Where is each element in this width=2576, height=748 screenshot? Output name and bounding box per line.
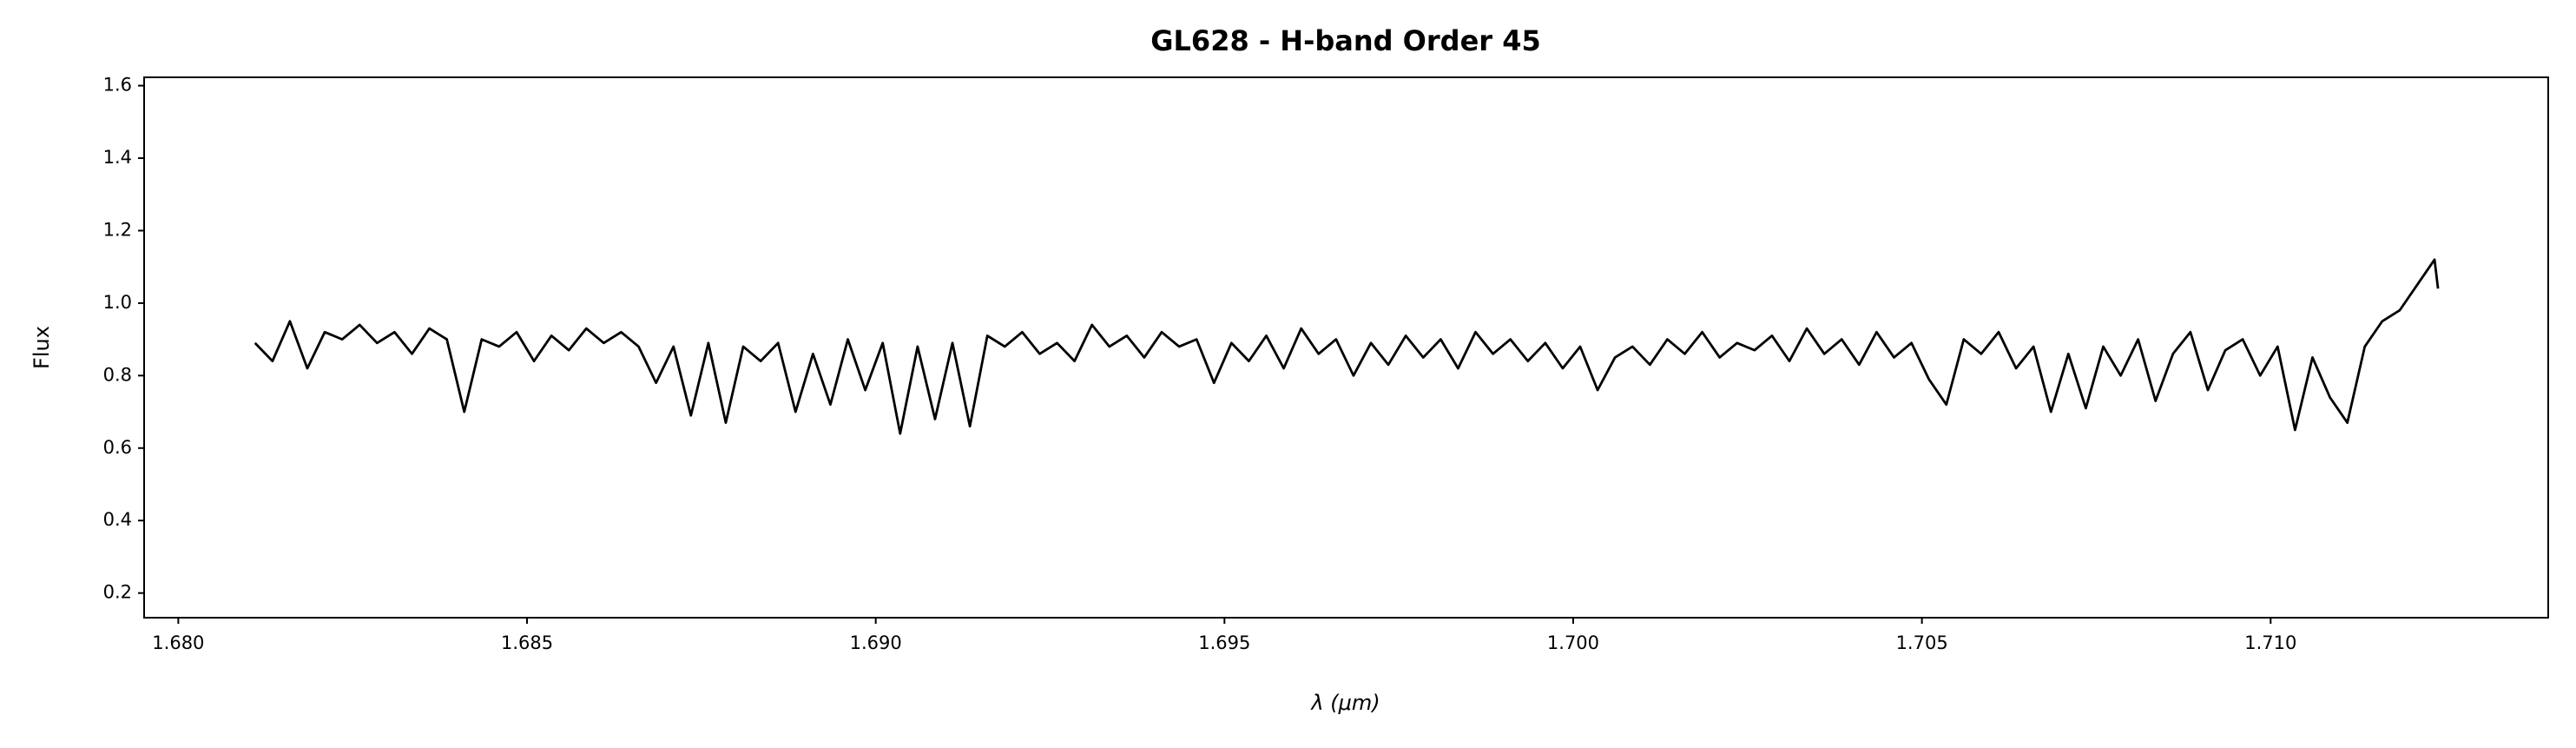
plot-frame [143,76,2549,619]
y-tick-label: 1.2 [103,219,132,240]
y-tick-label: 0.2 [103,582,132,603]
y-tick-label: 0.4 [103,509,132,530]
x-tick-label: 1.700 [1547,632,1599,653]
spectrum-line [254,258,2440,435]
y-tick-label: 1.6 [103,75,132,96]
y-tick-label: 0.8 [103,364,132,385]
chart-title: GL628 - H-band Order 45 [1150,24,1540,57]
y-tick-label: 1.0 [103,292,132,313]
x-axis-label: λ (μm) [1309,691,1380,715]
x-tick-label: 1.705 [1896,632,1948,653]
x-tick-label: 1.690 [850,632,902,653]
x-tick-label: 1.710 [2244,632,2296,653]
x-tick-label: 1.685 [501,632,553,653]
y-axis-label: Flux [30,326,54,369]
y-tick-label: 0.6 [103,437,132,458]
x-tick-label: 1.695 [1198,632,1250,653]
x-tick-label: 1.680 [152,632,204,653]
y-tick-label: 1.4 [103,147,132,168]
